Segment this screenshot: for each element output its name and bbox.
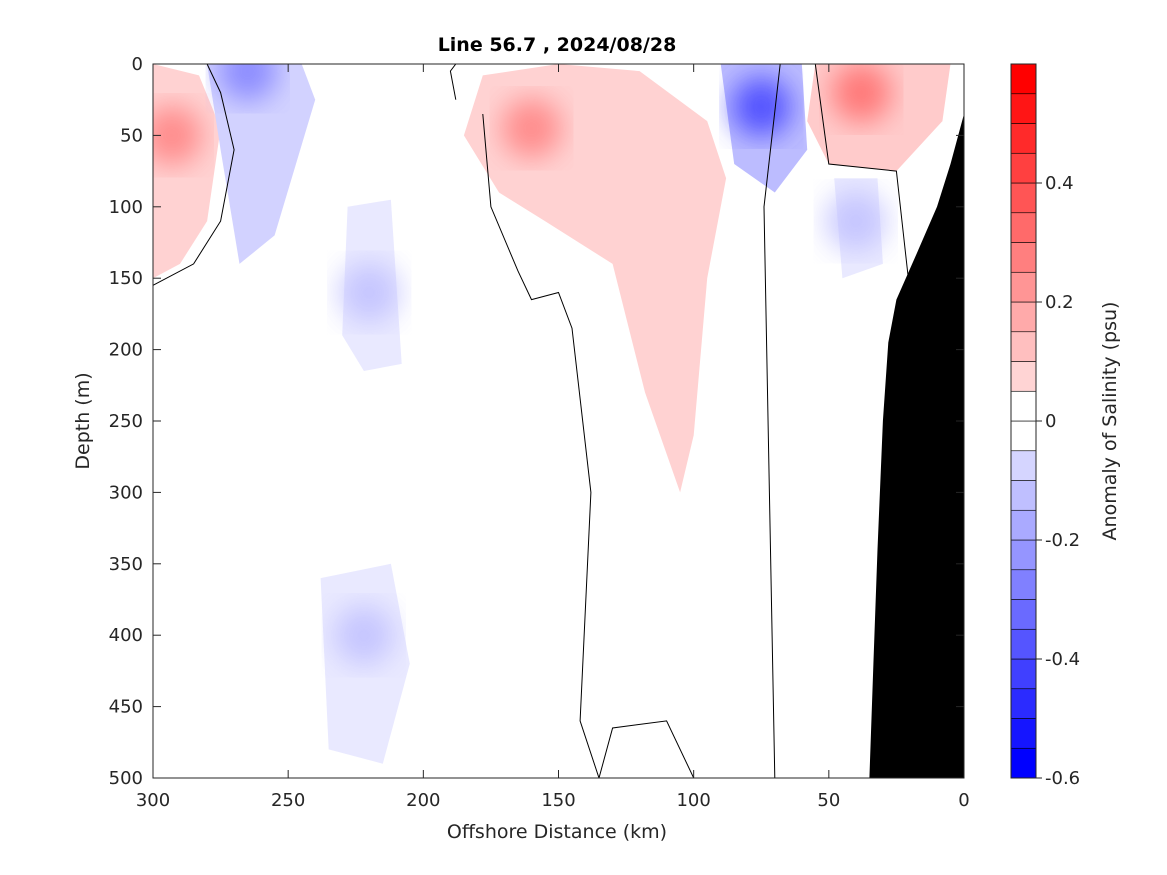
colorbar-tick-label: -0.4 xyxy=(1045,649,1080,670)
bathymetry-seafloor xyxy=(869,114,964,778)
colorbar-swatch xyxy=(1010,271,1037,303)
colorbar-swatch xyxy=(1010,509,1037,541)
anomaly-region-fresh-surface-265km xyxy=(207,64,316,264)
y-tick-label: 100 xyxy=(109,197,143,218)
anomaly-region-salty-core-150km xyxy=(463,64,727,493)
anomaly-core-fresh-core-75km xyxy=(731,76,792,137)
colorbar-tick-label: -0.2 xyxy=(1045,530,1080,551)
colorbar-swatch xyxy=(1010,242,1037,273)
x-axis-label: Offshore Distance (km) xyxy=(447,821,667,843)
zero-contour-line-1 xyxy=(153,64,235,286)
colorbar-tick-label: 0.4 xyxy=(1045,173,1074,194)
colorbar-swatch xyxy=(1010,688,1037,719)
colorbar-swatch xyxy=(1010,63,1037,95)
colorbar-ticks: -0.6 -0.4 -0.2 0 0.2 0.4 xyxy=(1036,173,1080,789)
x-tick-label: 150 xyxy=(541,790,575,811)
zero-contour-line-3 xyxy=(482,113,600,778)
anomaly-core-fresh-pocket-40km xyxy=(825,191,886,252)
y-axis-label: Depth (m) xyxy=(72,372,94,469)
chart-title: Line 56.7 , 2024/08/28 xyxy=(438,34,677,56)
anomaly-field xyxy=(153,64,951,764)
colorbar-swatch xyxy=(1010,301,1037,333)
colorbar-swatch xyxy=(1010,450,1037,481)
colorbar-swatch xyxy=(1010,480,1037,511)
x-tick-label: 300 xyxy=(136,790,170,811)
anomaly-core-salty-core-nearshore xyxy=(831,64,892,123)
colorbar-label: Anomaly of Salinity (psu) xyxy=(1099,302,1121,541)
anomaly-core-salty-core-150km xyxy=(501,98,562,159)
y-tick-label: 500 xyxy=(109,768,143,789)
colorbar-swatch xyxy=(1010,93,1037,124)
colorbar-swatch xyxy=(1010,331,1037,362)
x-axis-ticks: 300 250 200 150 100 50 0 xyxy=(136,64,970,811)
colorbar xyxy=(1010,63,1037,779)
zero-contour-line-2 xyxy=(449,64,457,100)
y-axis-ticks: 0 50 100 150 200 250 300 350 400 450 500 xyxy=(109,54,964,789)
y-tick-label: 300 xyxy=(109,482,143,503)
y-tick-label: 200 xyxy=(109,340,143,361)
anomaly-core-fresh-deep-225km xyxy=(333,605,394,666)
colorbar-swatch xyxy=(1010,212,1037,243)
y-tick-label: 50 xyxy=(120,125,143,146)
colorbar-swatch xyxy=(1010,420,1037,452)
zero-contour-line-6 xyxy=(814,64,911,293)
x-tick-label: 200 xyxy=(406,790,440,811)
y-tick-label: 450 xyxy=(109,697,143,718)
colorbar-swatch xyxy=(1010,718,1037,749)
anomaly-core-fresh-surface-265km xyxy=(217,64,278,102)
x-tick-label: 250 xyxy=(271,790,305,811)
colorbar-swatch xyxy=(1010,123,1037,154)
colorbar-tick-label: 0.2 xyxy=(1045,292,1074,313)
colorbar-swatch xyxy=(1010,361,1037,392)
y-tick-label: 350 xyxy=(109,554,143,575)
zero-contour-lines xyxy=(153,64,911,778)
colorbar-swatch xyxy=(1010,152,1037,184)
colorbar-tick-label: -0.6 xyxy=(1045,768,1080,789)
y-tick-label: 0 xyxy=(132,54,143,75)
colorbar-swatch xyxy=(1010,599,1037,630)
anomaly-core-fresh-pocket-220km xyxy=(339,262,400,323)
zero-contour-line-5 xyxy=(763,64,781,778)
colorbar-swatch xyxy=(1010,658,1037,690)
colorbar-tick-label: 0 xyxy=(1045,411,1056,432)
colorbar-swatch xyxy=(1010,747,1037,779)
y-tick-label: 150 xyxy=(109,268,143,289)
colorbar-swatch xyxy=(1010,628,1037,660)
colorbar-swatch xyxy=(1010,182,1037,214)
colorbar-swatch xyxy=(1010,569,1037,600)
plot-area xyxy=(153,64,964,778)
x-tick-label: 100 xyxy=(676,790,710,811)
x-tick-label: 0 xyxy=(958,790,969,811)
colorbar-swatch xyxy=(1010,539,1037,571)
x-tick-label: 50 xyxy=(817,790,840,811)
y-tick-label: 400 xyxy=(109,625,143,646)
colorbar-swatch xyxy=(1010,390,1037,422)
y-tick-label: 250 xyxy=(109,411,143,432)
anomaly-core-salty-core-offshore-west xyxy=(153,105,202,166)
zero-contour-line-4 xyxy=(598,720,695,778)
